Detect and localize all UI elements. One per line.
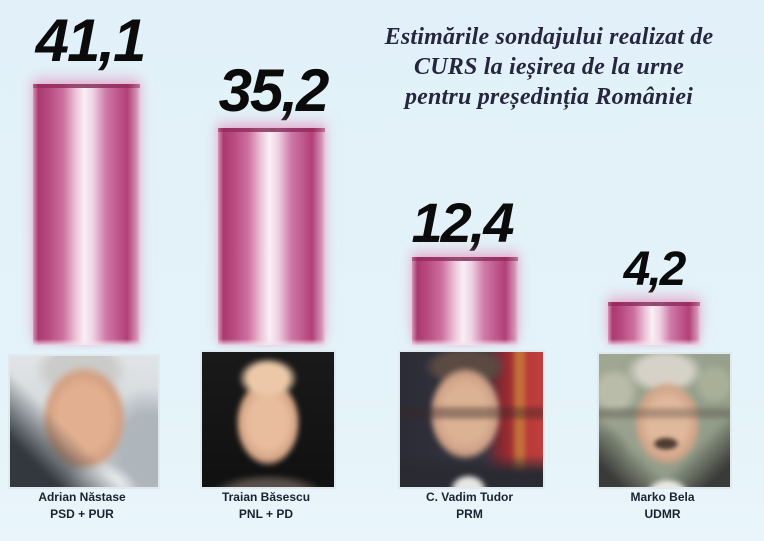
candidate-name: Adrian Năstase <box>38 490 126 504</box>
portrait-image <box>599 354 730 487</box>
bar-value-label-basescu: 35,2 <box>218 57 330 124</box>
candidate-photo-tudor <box>398 350 545 489</box>
bar-value-label-tudor: 12,4 <box>411 191 515 254</box>
party-label: PSD + PUR <box>50 507 114 521</box>
party-label: UDMR <box>644 507 681 521</box>
poll-bar-marko <box>608 302 700 345</box>
poll-bar-nastase <box>33 84 140 345</box>
portrait-image <box>202 352 334 487</box>
candidate-caption-nastase: Adrian Năstase PSD + PUR <box>7 489 157 523</box>
chart-title-line-1: Estimările sondajului realizat de <box>384 24 714 50</box>
candidate-photo-marko <box>597 352 732 489</box>
bar-value-label-nastase: 41,1 <box>35 7 147 74</box>
party-label: PNL + PD <box>238 507 294 521</box>
candidate-photo-basescu <box>200 350 336 489</box>
portrait-image <box>10 356 158 487</box>
candidate-name: Marko Bela <box>630 490 695 504</box>
candidate-name: Traian Băsescu <box>221 490 311 504</box>
bar-value-label-marko: 4,2 <box>623 243 687 296</box>
candidate-caption-marko: Marko Bela UDMR <box>596 489 729 523</box>
poll-bar-basescu <box>218 128 325 345</box>
party-label: PRM <box>456 507 483 521</box>
chart-title-line-2: CURS la ieșirea de la urne <box>414 54 684 80</box>
candidate-caption-basescu: Traian Băsescu PNL + PD <box>199 489 333 523</box>
candidate-photo-nastase <box>8 354 160 489</box>
poll-bar-tudor <box>412 257 518 345</box>
candidate-caption-tudor: C. Vadim Tudor PRM <box>397 489 542 523</box>
chart-title: Estimările sondajului realizat de CURS l… <box>342 22 756 112</box>
portrait-image <box>400 352 543 487</box>
candidate-name: C. Vadim Tudor <box>425 490 514 504</box>
chart-title-line-3: pentru președinția României <box>404 84 694 110</box>
